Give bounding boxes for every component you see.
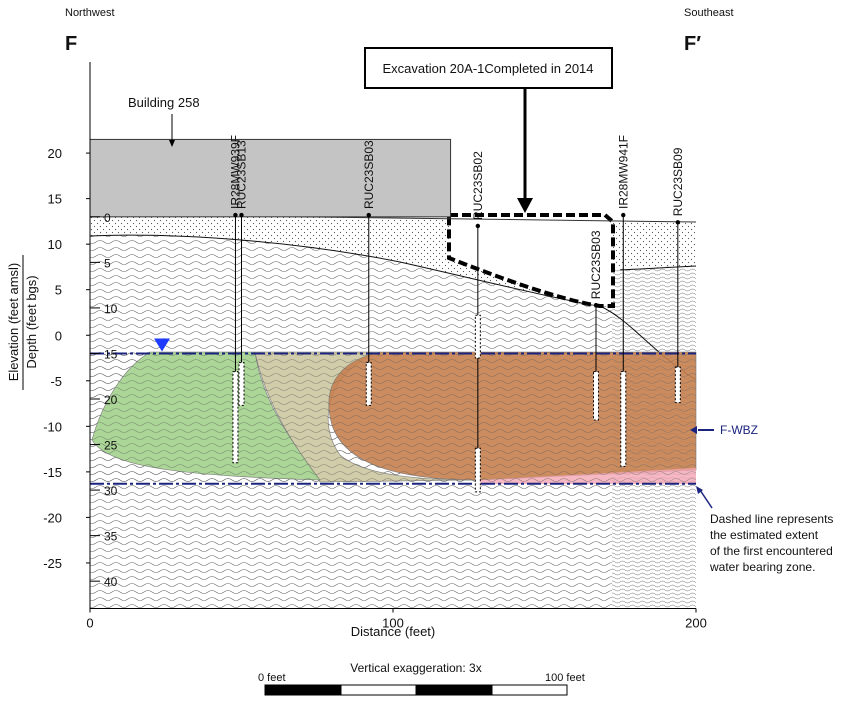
y-tick-label: -20 xyxy=(43,510,62,525)
y-tick-label: -10 xyxy=(43,419,62,434)
well-label: RUC23SB13 xyxy=(235,140,249,209)
page: {"chart_data": { "type": "cross-section"… xyxy=(0,0,865,725)
right-direction: Southeast xyxy=(684,7,734,19)
building-label: Building 258 xyxy=(128,95,200,110)
note-line: Dashed line represents xyxy=(710,512,833,526)
section-start: F xyxy=(65,33,77,55)
y2-tick-label: 25 xyxy=(104,439,118,453)
note-line: of the first encountered xyxy=(710,544,833,558)
well-top xyxy=(367,213,371,217)
scale-segment xyxy=(265,685,341,695)
y-tick-label: 20 xyxy=(48,146,62,161)
building xyxy=(90,139,451,216)
note: Dashed line represents the estimated ext… xyxy=(709,512,833,574)
well-top xyxy=(476,224,480,228)
y-tick-label: 15 xyxy=(48,192,62,207)
well-label: RUC23SB03 xyxy=(589,230,603,299)
note-arrow xyxy=(700,490,712,508)
chart: IR28MW939FRUC23SB13RUC23SB03RUC23SB02RUC… xyxy=(0,0,865,725)
note-line: the estimated extent xyxy=(710,528,819,542)
y-axis-label: Elevation (feet amsl) xyxy=(6,263,21,382)
y2-axis-label: Depth (feet bgs) xyxy=(24,275,39,368)
well-label: IR28MW941F xyxy=(616,135,630,209)
well-top xyxy=(621,213,625,217)
y-tick-label: 10 xyxy=(48,237,62,252)
well-top xyxy=(594,303,598,307)
excavation-arrowhead xyxy=(517,198,533,213)
y-tick-label: -25 xyxy=(43,556,62,571)
y2-tick-label: 40 xyxy=(104,575,118,589)
well-top xyxy=(676,220,680,224)
y-tick-label: -5 xyxy=(50,374,62,389)
x-axis-label: Distance (feet) xyxy=(351,624,436,639)
y2-tick-label: 5 xyxy=(104,256,111,270)
scale-segment xyxy=(341,685,416,695)
scale-bar xyxy=(265,685,567,695)
well-screen xyxy=(239,363,244,406)
y-tick-label: -15 xyxy=(43,465,62,480)
x-tick-label: 0 xyxy=(86,616,93,631)
note-line: water bearing zone. xyxy=(709,560,815,574)
scale-segment xyxy=(416,685,492,695)
y-tick-label: 5 xyxy=(55,283,62,298)
well-label: RUC23SB03 xyxy=(362,140,376,209)
y2-tick-label: 0 xyxy=(104,211,111,225)
exaggeration-label: Vertical exaggeration: 3x xyxy=(350,661,481,675)
well-top xyxy=(233,213,237,217)
well-screen xyxy=(475,315,480,358)
well-screen xyxy=(475,448,480,492)
well-screen xyxy=(594,372,599,420)
well-screen xyxy=(675,367,680,403)
left-direction: Northwest xyxy=(65,7,115,19)
y-tick-label: 0 xyxy=(55,328,62,343)
x-tick-label: 200 xyxy=(685,616,707,631)
section-end: F′ xyxy=(684,33,701,55)
scale-end-label: 100 feet xyxy=(545,672,585,684)
y2-tick-label: 20 xyxy=(104,393,118,407)
y2-tick-label: 30 xyxy=(104,484,118,498)
scale-start-label: 0 feet xyxy=(258,672,286,684)
well-screen xyxy=(621,372,626,467)
y2-tick-label: 10 xyxy=(104,302,118,316)
wbz-label: F-WBZ xyxy=(720,423,758,437)
plume-band-overlay xyxy=(90,352,696,484)
scale-segment xyxy=(492,685,567,695)
y2-tick-label: 35 xyxy=(104,530,118,544)
excavation-label: Excavation 20A-1Completed in 2014 xyxy=(382,61,593,76)
well-screen xyxy=(366,363,371,406)
well-label: RUC23SB02 xyxy=(471,151,485,220)
well-label: RUC23SB09 xyxy=(671,147,685,216)
well-screen xyxy=(233,372,238,463)
well-top xyxy=(239,213,243,217)
y2-tick-label: 15 xyxy=(104,347,118,361)
